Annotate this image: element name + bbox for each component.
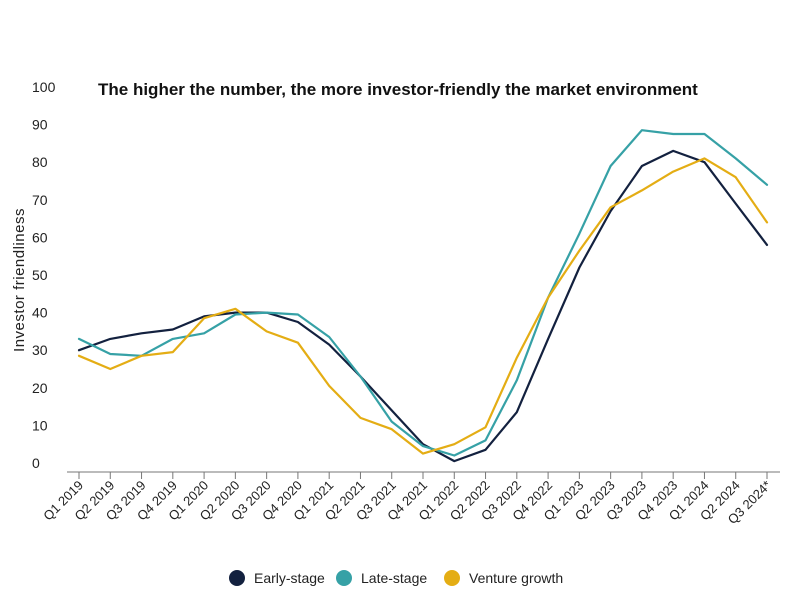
y-tick-label: 20 — [32, 380, 48, 396]
y-axis-ticks: 0 10 20 30 40 50 60 70 80 90 100 — [32, 79, 56, 471]
legend-label: Late-stage — [361, 570, 427, 586]
series-line-late-stage — [77, 129, 769, 457]
y-tick-label: 60 — [32, 229, 48, 245]
y-axis-label: Investor friendliness — [11, 208, 28, 352]
y-tick-label: 0 — [32, 455, 40, 471]
legend-item: Venture growth — [444, 570, 563, 586]
series-line-venture-growth — [77, 157, 769, 455]
y-tick-label: 70 — [32, 192, 48, 208]
legend-marker — [444, 570, 460, 586]
legend-item: Early-stage — [229, 570, 325, 586]
legend-label: Early-stage — [254, 570, 325, 586]
legend: Early-stage Late-stage Venture growth — [229, 570, 563, 586]
y-tick-label: 30 — [32, 342, 48, 358]
legend-label: Venture growth — [469, 570, 563, 586]
y-tick-label: 100 — [32, 79, 56, 95]
legend-marker — [336, 570, 352, 586]
y-tick-label: 40 — [32, 305, 48, 321]
series-lines — [77, 129, 769, 463]
series-line-early-stage — [77, 149, 769, 463]
chart-title: The higher the number, the more investor… — [98, 80, 698, 99]
y-tick-label: 90 — [32, 117, 48, 133]
legend-marker — [229, 570, 245, 586]
y-tick-label: 10 — [32, 417, 48, 433]
legend-item: Late-stage — [336, 570, 427, 586]
y-tick-label: 80 — [32, 154, 48, 170]
y-tick-label: 50 — [32, 267, 48, 283]
